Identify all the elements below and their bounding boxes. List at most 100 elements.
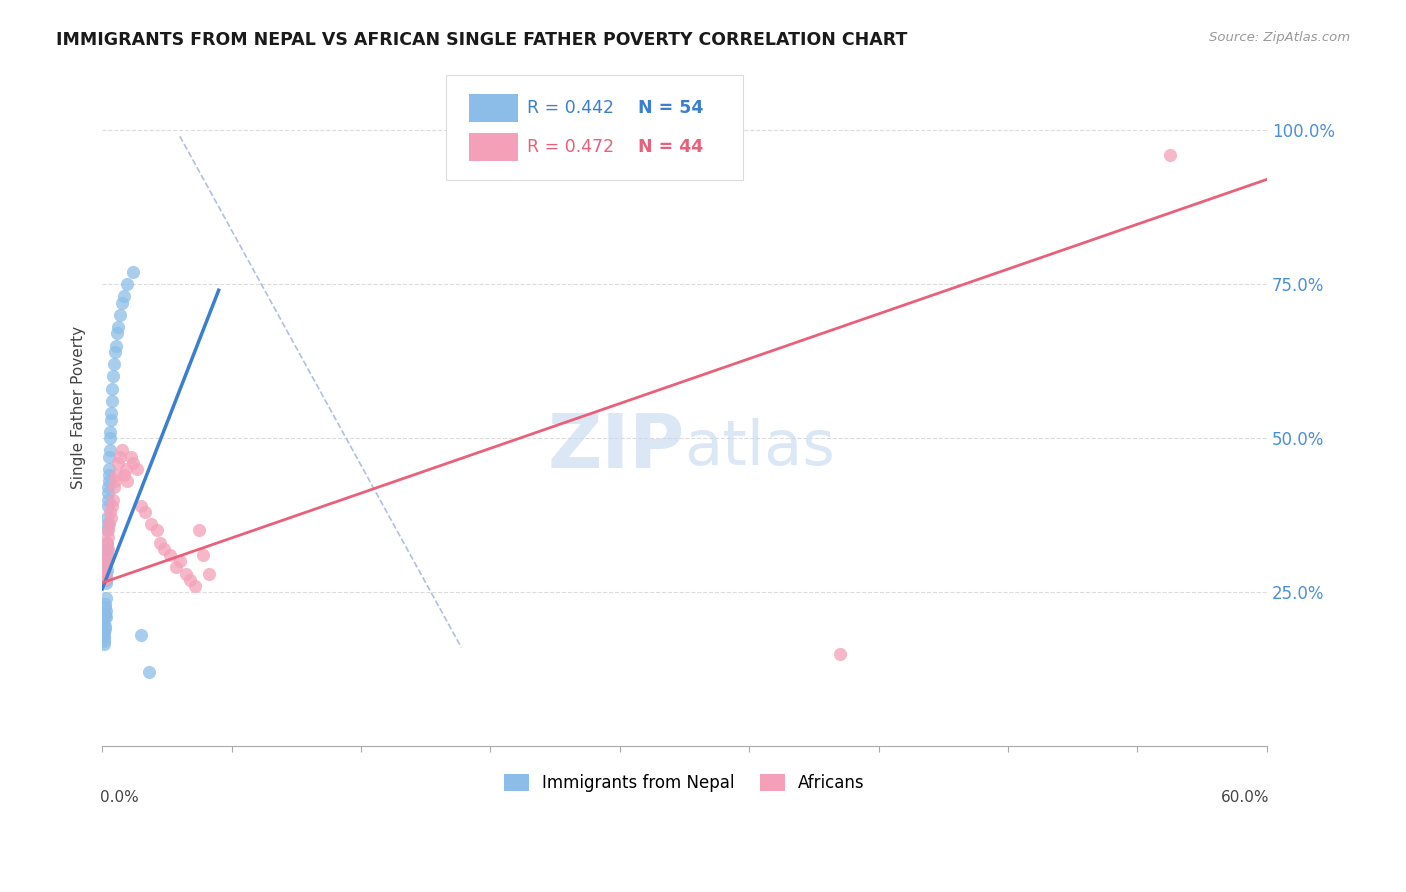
- Point: [104, 474, 127, 488]
- Text: atlas: atlas: [685, 418, 835, 478]
- Point: [111, 443, 134, 458]
- Point: [828, 647, 851, 661]
- Point: [96, 511, 118, 525]
- Point: [98, 431, 121, 445]
- Point: [94, 619, 117, 633]
- Point: [100, 394, 122, 409]
- Point: [96, 575, 118, 590]
- Point: [96, 573, 118, 587]
- Point: [103, 357, 125, 371]
- Point: [134, 505, 156, 519]
- Point: [97, 499, 120, 513]
- Text: ZIP: ZIP: [547, 411, 685, 484]
- Point: [179, 573, 201, 587]
- Point: [97, 530, 120, 544]
- Point: [108, 308, 131, 322]
- Point: [97, 492, 120, 507]
- Point: [97, 524, 120, 538]
- Point: [112, 289, 135, 303]
- Point: [117, 277, 139, 291]
- Point: [107, 320, 129, 334]
- Point: [93, 625, 115, 640]
- Point: [111, 295, 134, 310]
- Point: [103, 480, 125, 494]
- Point: [114, 462, 136, 476]
- Point: [108, 450, 131, 464]
- Point: [104, 344, 127, 359]
- Point: [96, 524, 118, 538]
- Point: [129, 628, 152, 642]
- Point: [120, 450, 142, 464]
- Point: [98, 443, 121, 458]
- Point: [97, 474, 120, 488]
- Point: [93, 631, 115, 645]
- Point: [96, 535, 118, 549]
- Point: [94, 558, 117, 572]
- Point: [94, 569, 117, 583]
- Point: [100, 511, 122, 525]
- Point: [96, 541, 118, 556]
- Point: [94, 566, 117, 581]
- FancyBboxPatch shape: [470, 94, 517, 122]
- Point: [101, 382, 124, 396]
- Point: [188, 524, 211, 538]
- Point: [93, 607, 115, 621]
- Y-axis label: Single Father Poverty: Single Father Poverty: [72, 326, 86, 489]
- Point: [117, 474, 139, 488]
- Point: [96, 564, 118, 578]
- Point: [169, 554, 191, 568]
- Point: [100, 406, 122, 420]
- Point: [97, 486, 120, 500]
- Point: [94, 560, 117, 574]
- Point: [104, 339, 127, 353]
- Point: [91, 615, 114, 630]
- Point: [153, 541, 176, 556]
- Point: [107, 456, 129, 470]
- Point: [127, 462, 149, 476]
- Point: [98, 425, 121, 439]
- Point: [96, 548, 118, 562]
- Point: [94, 603, 117, 617]
- Point: [94, 591, 117, 606]
- Point: [184, 579, 207, 593]
- Point: [139, 517, 162, 532]
- Point: [98, 505, 121, 519]
- Point: [101, 369, 124, 384]
- FancyBboxPatch shape: [470, 133, 517, 161]
- Point: [93, 573, 115, 587]
- Point: [93, 634, 115, 648]
- Point: [93, 609, 115, 624]
- Point: [149, 535, 172, 549]
- Point: [97, 517, 120, 532]
- Point: [94, 622, 117, 636]
- Text: Source: ZipAtlas.com: Source: ZipAtlas.com: [1209, 31, 1350, 45]
- Point: [100, 412, 122, 426]
- Point: [198, 566, 221, 581]
- Point: [104, 468, 127, 483]
- Point: [94, 600, 117, 615]
- Point: [98, 450, 121, 464]
- Text: N = 44: N = 44: [638, 138, 703, 156]
- Point: [98, 517, 121, 532]
- Point: [122, 265, 145, 279]
- Point: [97, 541, 120, 556]
- Point: [191, 548, 214, 562]
- Point: [159, 548, 181, 562]
- Point: [93, 628, 115, 642]
- Point: [138, 665, 160, 679]
- Point: [129, 499, 152, 513]
- Point: [98, 468, 121, 483]
- Text: R = 0.472: R = 0.472: [527, 138, 614, 156]
- FancyBboxPatch shape: [446, 75, 742, 180]
- Point: [94, 548, 117, 562]
- Point: [1159, 147, 1181, 161]
- Legend: Immigrants from Nepal, Africans: Immigrants from Nepal, Africans: [498, 767, 872, 798]
- Text: 0.0%: 0.0%: [100, 790, 139, 805]
- Point: [97, 462, 120, 476]
- Point: [165, 560, 187, 574]
- Point: [93, 566, 115, 581]
- Point: [101, 492, 124, 507]
- Text: N = 54: N = 54: [638, 99, 703, 117]
- Point: [122, 456, 145, 470]
- Text: IMMIGRANTS FROM NEPAL VS AFRICAN SINGLE FATHER POVERTY CORRELATION CHART: IMMIGRANTS FROM NEPAL VS AFRICAN SINGLE …: [56, 31, 908, 49]
